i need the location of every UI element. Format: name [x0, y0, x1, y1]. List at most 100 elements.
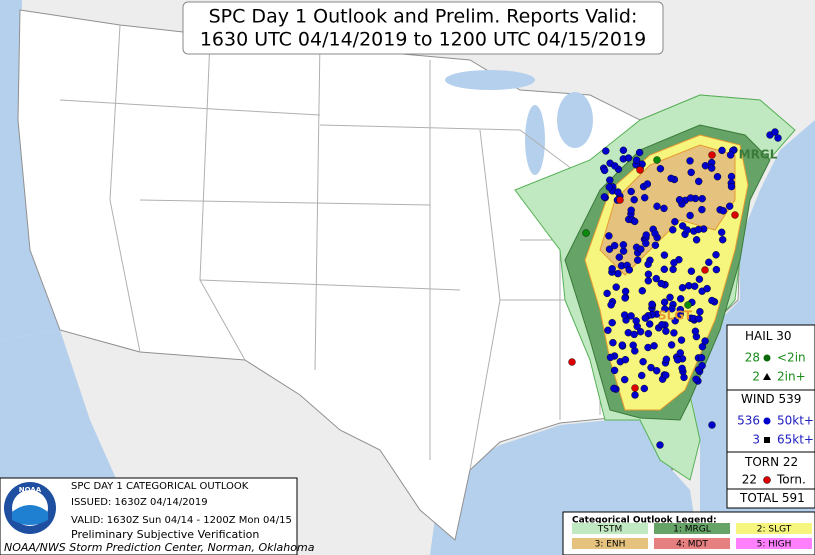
wind-report: [667, 174, 675, 183]
wind-report: [694, 225, 703, 234]
legend-label: 4: MDT: [676, 540, 708, 550]
count: 3: [752, 433, 760, 447]
row-label: 65kt+: [777, 433, 814, 447]
wind-report: [651, 241, 660, 250]
legend-swatch: [572, 523, 648, 534]
wind-report: [674, 356, 682, 364]
wind-report: [614, 188, 622, 196]
wind-report: [678, 364, 686, 373]
wind-report: [641, 314, 649, 322]
wind-report: [656, 441, 664, 449]
label: TOTAL: [739, 491, 778, 505]
total: 30: [776, 329, 791, 343]
wind-report: [719, 235, 727, 244]
wind-report: [726, 202, 734, 210]
wind-report: [603, 289, 611, 298]
title: SPC Day 1 Outlook and Prelim. Reports Va…: [209, 6, 638, 28]
wind-report: [671, 317, 679, 325]
wind-report: [691, 282, 699, 290]
legend-label: 3: ENH: [595, 540, 626, 550]
wind-report: [719, 207, 727, 215]
wind-report: [632, 317, 640, 325]
wind-report: [726, 151, 735, 159]
wind-report: [652, 274, 660, 283]
wind-report: [698, 362, 706, 370]
wind-report: [646, 320, 654, 328]
legend-title: Categorical Outlook Legend:: [572, 516, 717, 526]
wind-report: [640, 384, 648, 393]
legend-swatch: [736, 538, 812, 549]
torn-report: [636, 166, 644, 174]
wind-report: [683, 226, 691, 234]
wind-report: [771, 128, 779, 136]
wind-report: [638, 287, 646, 295]
wind-report: [625, 266, 633, 274]
wind-report: [662, 371, 670, 379]
legend-label: TSTM: [597, 525, 622, 535]
wind-report: [678, 284, 687, 292]
wind-report: [642, 231, 650, 239]
wind-report: [619, 247, 628, 255]
wind-report: [641, 193, 649, 202]
wind-report: [610, 241, 619, 250]
footer-line: VALID: 1630Z Sun 04/14 - 1200Z Mon 04/15: [71, 515, 292, 526]
label: HAIL: [745, 329, 773, 343]
wind-report: [687, 267, 696, 275]
wind-report: [642, 239, 650, 248]
torn-report: [731, 211, 739, 219]
wind-report: [643, 180, 652, 188]
wind-report: [653, 202, 661, 211]
wind-title: WIND 539: [741, 392, 801, 406]
wind-report: [620, 311, 629, 319]
legend: Categorical Outlook Legend: TSTM 1: MRGL 2…: [562, 511, 815, 555]
wind-report: [634, 256, 642, 264]
wind-report: [703, 284, 711, 293]
wind-report: [697, 354, 706, 362]
wind-report: [718, 228, 726, 237]
torn-title: TORN 22: [744, 455, 798, 469]
wind-report: [667, 341, 676, 349]
wind-report: [619, 146, 628, 155]
wind-report: [662, 355, 671, 363]
torn-report: [631, 384, 639, 392]
count: 22: [742, 473, 757, 487]
wind-report: [607, 301, 615, 309]
wind-report: [608, 319, 616, 327]
wind-report: [695, 177, 703, 186]
total: 22: [783, 455, 798, 469]
wind-report: [671, 217, 679, 226]
torn-report: [616, 196, 624, 204]
wind-report: [660, 251, 669, 259]
wind-report: [701, 337, 709, 345]
wind-report: [658, 321, 666, 329]
wind-report: [644, 270, 653, 278]
wind-report: [611, 162, 619, 170]
wind-report: [602, 147, 610, 155]
wind-report: [657, 279, 665, 288]
wind-report: [627, 206, 635, 214]
legend-swatch: [654, 538, 730, 549]
legend-label: 2: SLGT: [757, 525, 792, 535]
wind-report: [727, 172, 736, 181]
legend-label: 1: MRGL: [673, 525, 711, 535]
wind-report: [621, 375, 629, 384]
wind-report: [629, 341, 637, 349]
footer-line: NOAA/NWS Storm Prediction Center, Norman…: [4, 541, 315, 554]
wind-report: [670, 329, 678, 337]
wind-report: [635, 148, 644, 157]
wind-report: [701, 161, 710, 170]
footer-line: ISSUED: 1630Z 04/14/2019: [71, 497, 208, 508]
footer-line: Preliminary Subjective Verification: [71, 528, 259, 541]
pacific: [0, 0, 60, 340]
wind-report: [653, 367, 661, 375]
title: 1630 UTC 04/14/2019 to 1200 UTC 04/15/20…: [200, 29, 646, 51]
wind-report: [638, 371, 646, 380]
wind-report: [695, 275, 704, 283]
wind-big-icon: [764, 437, 770, 443]
wind-report: [691, 327, 700, 335]
wind-report: [774, 134, 782, 142]
wind-report: [698, 194, 706, 203]
wind-report: [630, 330, 638, 339]
mrgl-label: MRGL: [739, 148, 778, 162]
total: 539: [778, 392, 801, 406]
